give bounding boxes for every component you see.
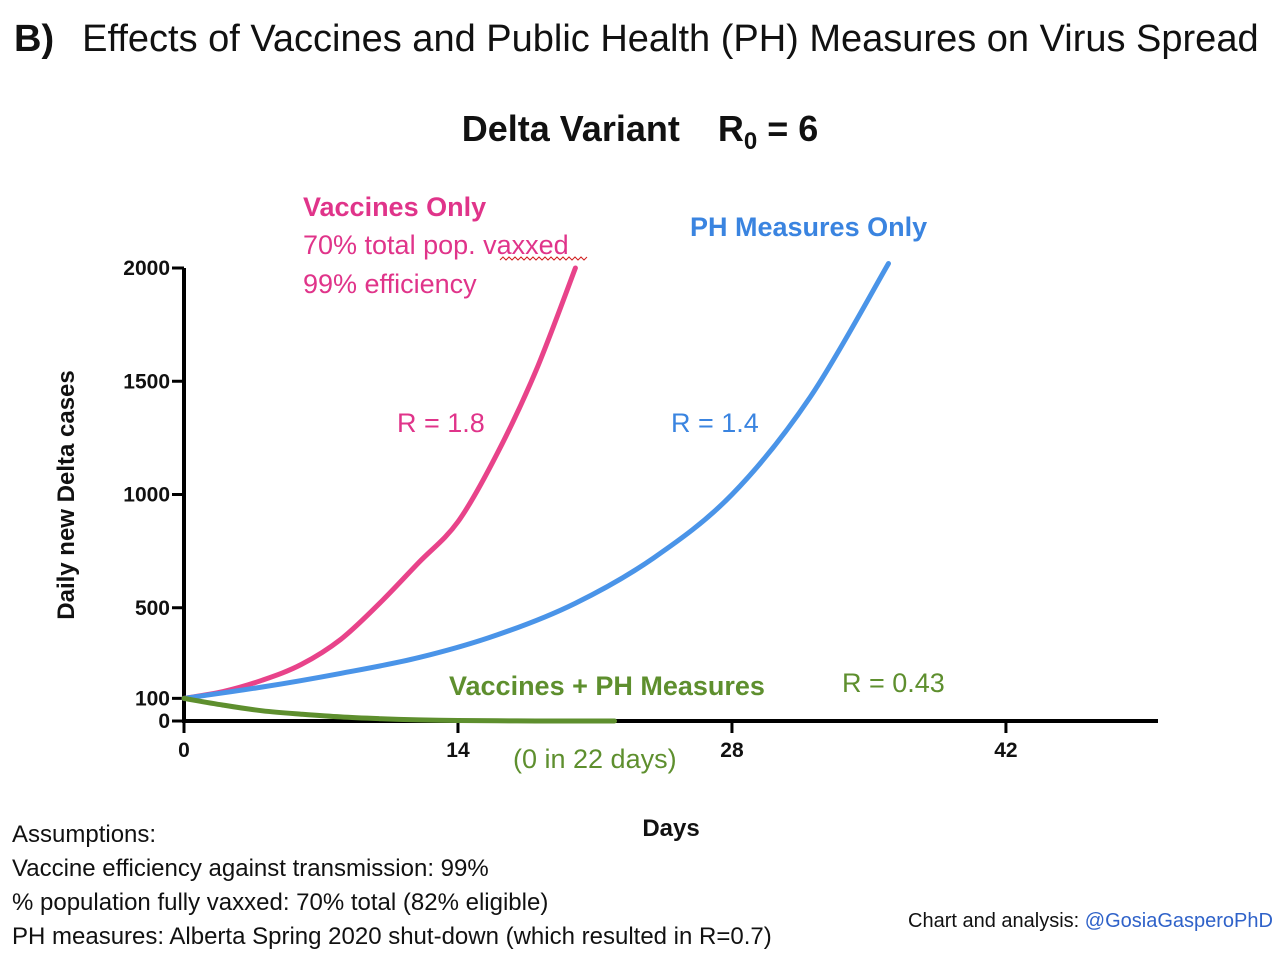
credit-prefix: Chart and analysis: [908, 910, 1080, 932]
y-tick-label: 1000 [123, 484, 170, 507]
series-lines [181, 261, 891, 724]
combined-zero-note: (0 in 22 days) [513, 744, 677, 774]
y-tick-label: 0 [158, 710, 170, 733]
panel-label: B) [14, 18, 55, 60]
assumptions-block: Assumptions: Vaccine efficiency against … [12, 818, 772, 954]
vaccines-only-efficiency: 99% efficiency [303, 269, 477, 299]
assumption-line: % population fully vaxxed: 70% total (82… [12, 889, 549, 916]
assumption-line: Vaccine efficiency against transmission:… [12, 855, 489, 882]
chart-subtitle: Delta Variant R0 = 6 [0, 108, 1280, 156]
y-tick-label: 500 [135, 597, 170, 620]
vaccines-only-coverage: 70% total pop. vaxxed [303, 230, 569, 260]
ph-only-line [181, 261, 891, 701]
y-tick-label: 1500 [123, 370, 170, 393]
credit-handle[interactable]: @GosiaGasperoPhD [1084, 910, 1273, 932]
combined-line [181, 695, 617, 724]
variant-name: Delta Variant [461, 108, 680, 149]
ph-only-r-label: R = 1.4 [671, 408, 759, 438]
assumption-line: PH measures: Alberta Spring 2020 shut-do… [12, 923, 772, 950]
r0-symbol: R [717, 108, 744, 149]
x-tick-label: 42 [994, 739, 1017, 762]
assumptions-title: Assumptions: [12, 821, 157, 848]
combined-r-label: R = 0.43 [842, 668, 945, 698]
figure-title: B) Effects of Vaccines and Public Health … [14, 18, 1259, 61]
x-tick-label: 28 [720, 739, 744, 762]
x-tick-label: 14 [446, 739, 470, 762]
spellcheck-underline [499, 256, 588, 261]
y-tick-label: 2000 [123, 257, 170, 280]
r0-subscript: 0 [743, 128, 758, 155]
title-text: Effects of Vaccines and Public Health (P… [82, 18, 1259, 60]
vaccines-only-r-label: R = 1.8 [397, 408, 485, 438]
ph-only-title: PH Measures Only [690, 212, 927, 242]
x-axis-title: Days [642, 815, 699, 842]
combined-title: Vaccines + PH Measures [449, 671, 765, 701]
x-tick-label: 0 [178, 739, 190, 762]
vaccines-only-title: Vaccines Only [303, 192, 486, 222]
y-axis-title: Daily new Delta cases [53, 370, 80, 619]
y-tick-label: 100 [135, 687, 170, 710]
vaccines-only-line [181, 265, 578, 701]
r0-value: = 6 [767, 108, 819, 149]
credit-line: Chart and analysis: @GosiaGasperoPhD [908, 910, 1273, 933]
